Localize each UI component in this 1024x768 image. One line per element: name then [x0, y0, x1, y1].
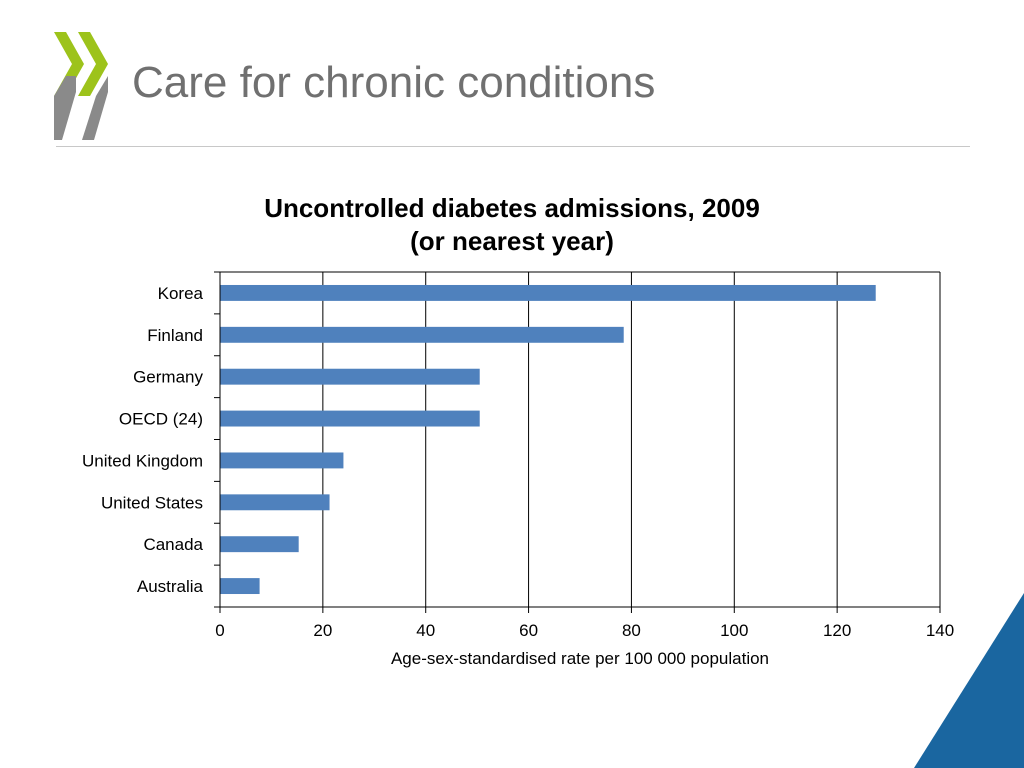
bar — [220, 368, 480, 385]
chevron-right-green — [78, 32, 108, 96]
title-divider — [56, 146, 970, 147]
corner-decoration — [914, 593, 1024, 768]
bar — [220, 578, 260, 595]
x-tick-label: 100 — [720, 621, 748, 640]
chart-title-line-1: Uncontrolled diabetes admissions, 2009 — [264, 193, 760, 223]
category-label: Korea — [158, 284, 204, 303]
category-label: United States — [101, 493, 203, 512]
category-label: Germany — [133, 368, 203, 387]
x-tick-label: 40 — [416, 621, 435, 640]
chart-title: Uncontrolled diabetes admissions, 2009 (… — [212, 192, 812, 258]
bar — [220, 536, 299, 553]
chevron-left-gray — [54, 76, 76, 140]
x-tick-label: 60 — [519, 621, 538, 640]
corner-triangle — [914, 593, 1024, 768]
bar — [220, 494, 330, 511]
x-tick-label: 120 — [823, 621, 851, 640]
x-tick-label: 140 — [926, 621, 954, 640]
bars — [220, 284, 876, 595]
gridlines — [322, 272, 941, 607]
bar — [220, 410, 480, 427]
category-label: Canada — [143, 535, 203, 554]
category-label: Australia — [137, 577, 204, 596]
chart-title-line-2: (or nearest year) — [410, 226, 614, 256]
slide-title: Care for chronic conditions — [132, 58, 656, 107]
category-label: OECD (24) — [119, 410, 203, 429]
bar — [220, 452, 344, 469]
x-tick-label: 80 — [622, 621, 641, 640]
x-tick-label: 0 — [215, 621, 224, 640]
bar — [220, 284, 876, 301]
x-tick-label: 20 — [313, 621, 332, 640]
category-label: Finland — [147, 326, 203, 345]
oecd-chevron-logo-icon — [54, 32, 108, 140]
tick-labels: 0 20 40 60 80 100 120 140 Korea Finland Germany OEC… — [82, 284, 954, 640]
axes — [214, 271, 941, 613]
bar — [220, 326, 624, 343]
x-axis-title: Age-sex-standardised rate per 100 000 po… — [391, 649, 769, 668]
category-label: United Kingdom — [82, 451, 203, 470]
chevron-right-gray — [82, 76, 108, 140]
